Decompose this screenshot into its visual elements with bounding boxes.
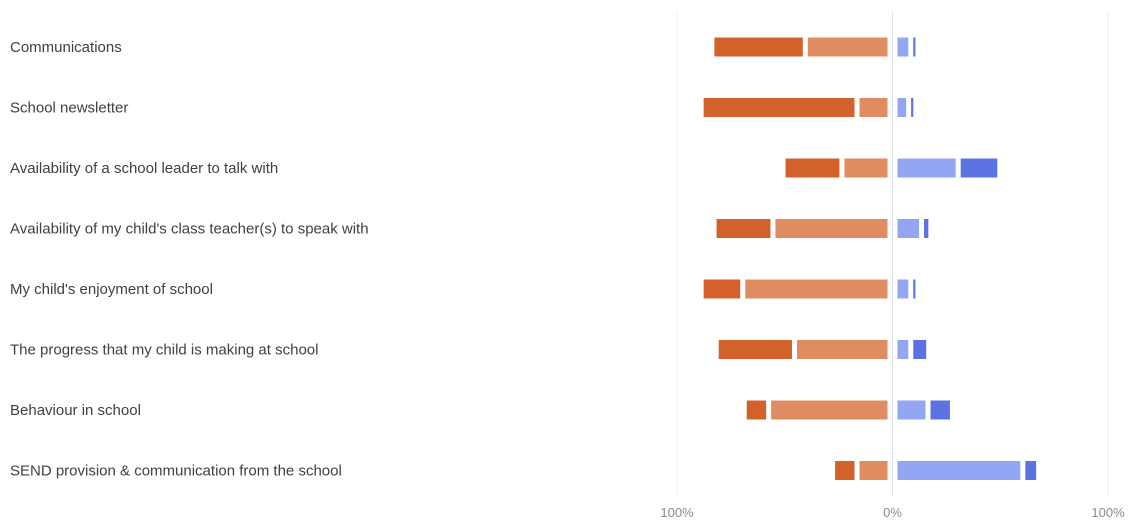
category-label: Availability of a school leader to talk …: [10, 160, 278, 177]
x-tick-label: 0%: [883, 505, 902, 520]
bar-positive: [897, 219, 920, 238]
category-label: SEND provision & communication from the …: [10, 463, 342, 480]
bar-positive: [897, 340, 909, 359]
bar-positive-strong: [913, 279, 916, 299]
x-tick-label: 100%: [1091, 505, 1125, 520]
bar-negative: [859, 461, 888, 480]
bar-negative-strong: [703, 279, 741, 299]
category-label: The progress that my child is making at …: [10, 342, 318, 359]
bar-negative: [844, 158, 888, 178]
bar-negative: [745, 279, 888, 299]
bar-negative: [807, 37, 888, 57]
bar-positive-strong: [960, 158, 998, 178]
bar-positive-strong: [1025, 461, 1037, 480]
category-label: Communications: [10, 39, 122, 56]
bar-positive: [897, 400, 926, 420]
bar-negative-strong: [703, 98, 855, 117]
category-label: Availability of my child's class teacher…: [10, 221, 369, 238]
bar-negative-strong: [835, 461, 855, 480]
x-tick-label: 100%: [660, 505, 694, 520]
bar-negative: [796, 340, 888, 359]
bar-positive: [897, 158, 956, 178]
bar-positive: [897, 98, 907, 117]
bar-positive-strong: [913, 340, 927, 359]
bar-positive: [897, 37, 909, 57]
bar-negative-strong: [714, 37, 803, 57]
bar-negative-strong: [718, 340, 792, 359]
bar-positive-strong: [911, 98, 914, 117]
category-label: Behaviour in school: [10, 402, 141, 419]
bar-negative-strong: [785, 158, 840, 178]
bar-positive: [897, 461, 1021, 480]
bar-negative: [775, 219, 888, 238]
bar-negative: [771, 400, 888, 420]
bar-negative-strong: [716, 219, 771, 238]
category-label: My child's enjoyment of school: [10, 281, 213, 298]
category-label: School newsletter: [10, 100, 128, 117]
bar-positive-strong: [913, 37, 916, 57]
bar-negative-strong: [746, 400, 767, 420]
bar-positive-strong: [924, 219, 929, 238]
bar-positive-strong: [930, 400, 950, 420]
bar-positive: [897, 279, 909, 299]
bar-negative: [859, 98, 888, 117]
